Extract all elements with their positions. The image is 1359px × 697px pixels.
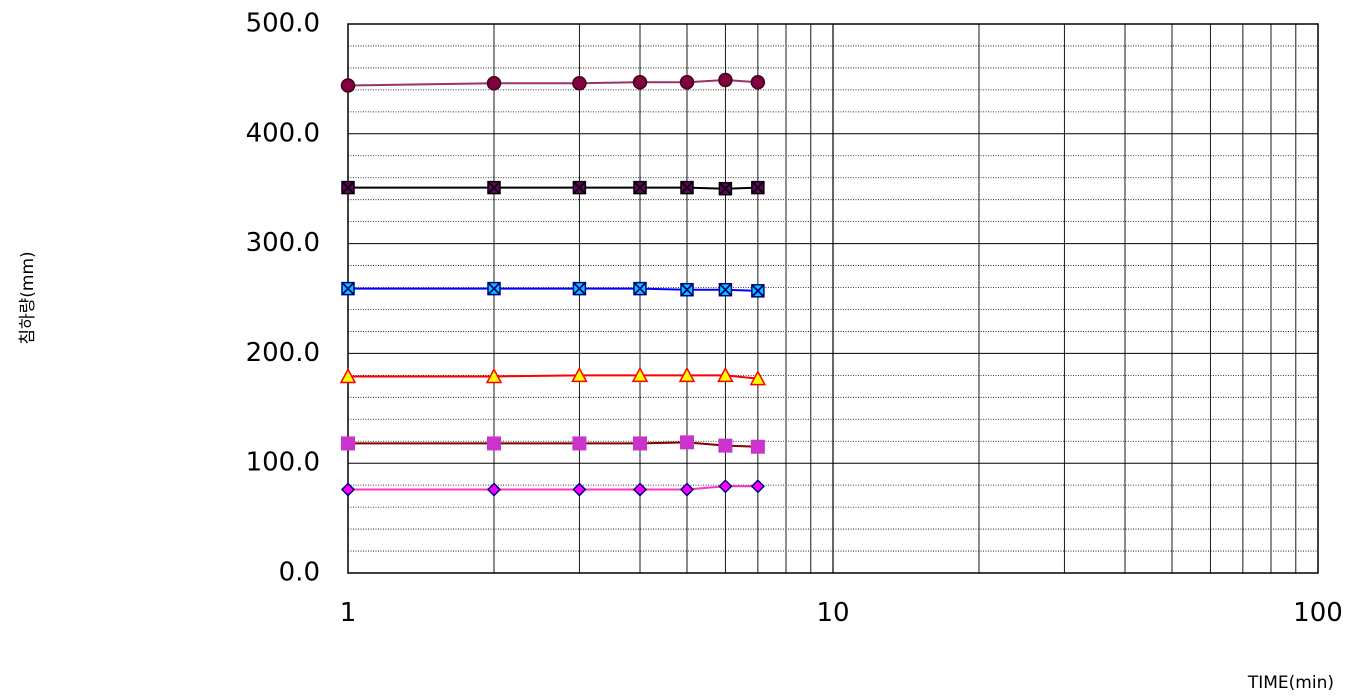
data-point-triangle	[631, 366, 649, 383]
data-point-diamond	[718, 479, 733, 494]
data-point-circle	[572, 76, 587, 91]
data-point-square	[632, 436, 647, 451]
y-tick-label: 0.0	[279, 558, 320, 588]
data-point-triangle	[678, 366, 696, 383]
x-tick-label: 10	[816, 598, 849, 628]
data-point-diamond	[486, 482, 502, 497]
data-point-square	[680, 435, 695, 450]
data-point-square	[486, 436, 501, 451]
data-point-diamond	[340, 482, 356, 497]
series-layer	[339, 72, 767, 497]
series-3	[339, 366, 767, 386]
y-axis-tick-labels: 0.0 100.0 200.0 300.0 400.0 500.0	[246, 9, 320, 588]
data-point-circle	[632, 74, 648, 90]
data-point-triangle	[339, 367, 357, 384]
data-point-square	[572, 436, 587, 451]
data-point-circle	[750, 74, 766, 90]
plot-border	[347, 23, 1319, 574]
data-point-square	[341, 436, 355, 451]
data-point-square	[750, 439, 765, 454]
data-point-circle	[340, 78, 356, 93]
data-point-diamond	[632, 482, 648, 497]
series-2	[341, 435, 765, 454]
data-point-triangle	[571, 366, 588, 383]
x-tick-label: 1	[340, 598, 357, 628]
data-point-x-square	[633, 180, 647, 195]
y-tick-label: 500.0	[246, 9, 320, 39]
data-point-diamond	[572, 482, 587, 497]
series-4	[341, 281, 765, 298]
data-point-diamond	[750, 479, 765, 494]
data-point-circle	[486, 76, 502, 91]
data-point-x-square	[751, 180, 765, 195]
data-point-x-square	[572, 180, 587, 195]
x-axis-label: TIME(min)	[1247, 673, 1334, 693]
data-point-x-square	[341, 180, 355, 195]
data-point-x-square	[487, 180, 501, 195]
y-tick-label: 200.0	[246, 338, 320, 368]
data-point-x-square	[572, 281, 587, 296]
data-point-triangle	[749, 370, 767, 386]
series-line	[348, 186, 758, 190]
data-point-x-square	[680, 180, 694, 195]
data-point-x-square	[633, 281, 647, 296]
x-tick-label: 100	[1293, 598, 1343, 628]
series-1	[340, 479, 765, 497]
y-tick-label: 300.0	[246, 228, 320, 258]
data-point-circle	[718, 72, 733, 88]
data-point-x-square	[487, 281, 501, 296]
series-6	[340, 72, 766, 93]
y-tick-label: 100.0	[246, 448, 320, 478]
major-grid	[348, 24, 1318, 573]
data-point-x-square	[680, 282, 694, 297]
data-point-circle	[679, 74, 695, 90]
data-point-x-square	[718, 181, 733, 196]
data-point-x-square	[718, 282, 733, 297]
data-point-triangle	[717, 366, 734, 383]
data-point-x-square	[341, 281, 355, 296]
data-point-diamond	[679, 482, 695, 497]
y-axis-label: 침하량(mm)	[18, 251, 38, 344]
x-axis-tick-labels: 1 10 100	[340, 598, 1343, 628]
y-tick-label: 400.0	[246, 118, 320, 148]
series-5	[341, 180, 765, 196]
data-point-triangle	[485, 367, 503, 384]
data-point-square	[718, 438, 733, 453]
data-point-x-square	[751, 284, 765, 298]
